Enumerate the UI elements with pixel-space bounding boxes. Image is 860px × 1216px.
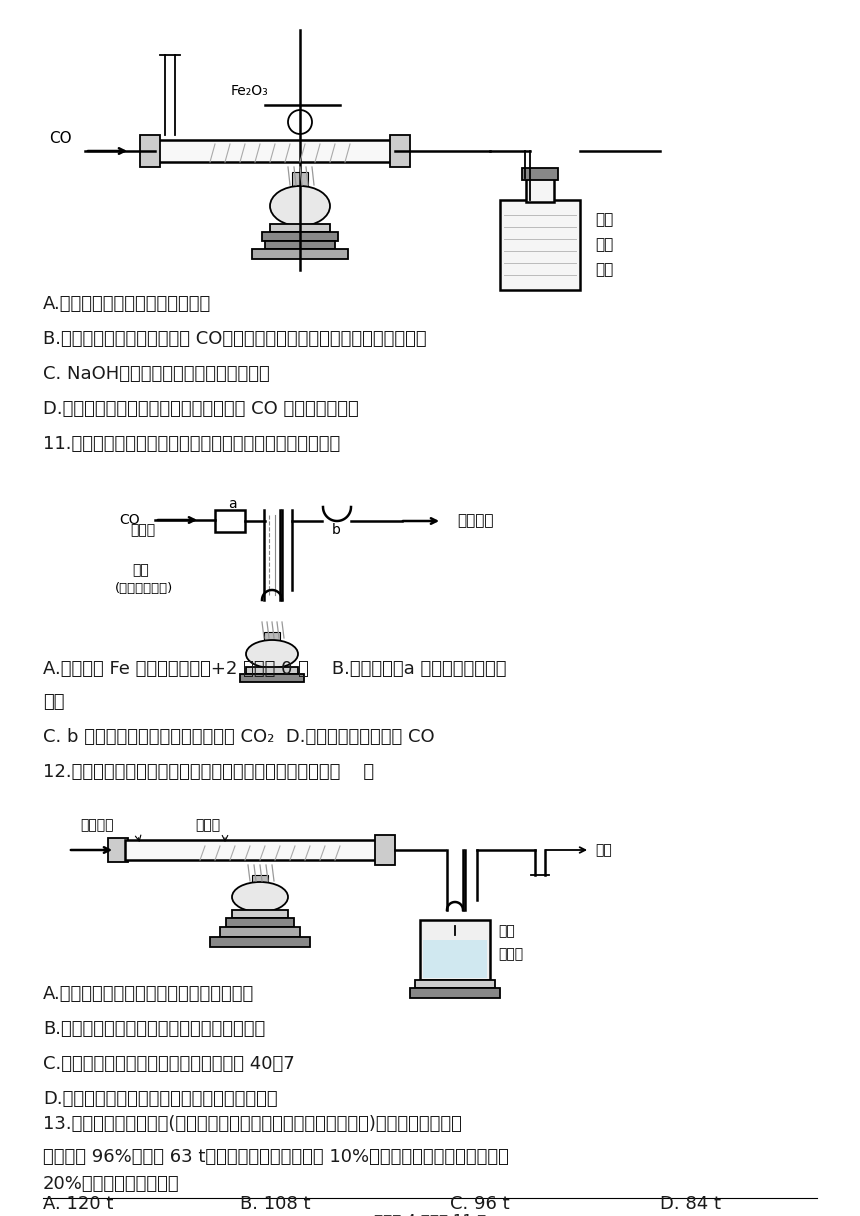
Text: (提高火焰温度): (提高火焰温度) [115,581,173,595]
Text: 澄清: 澄清 [498,924,515,938]
Text: A.开始时应先预热玻璃管，后通入一氧化碳: A.开始时应先预热玻璃管，后通入一氧化碳 [43,985,255,1003]
Bar [215,510,245,533]
Bar [390,135,410,167]
Text: 网罩: 网罩 [132,563,149,578]
Bar [420,921,490,980]
Text: 氧化铁: 氧化铁 [130,523,155,537]
Text: CO: CO [120,513,140,527]
Bar [410,987,500,998]
Text: B. 108 t: B. 108 t [240,1195,310,1214]
Text: CO: CO [49,131,71,146]
Bar [220,927,300,938]
Text: D. 84 t: D. 84 t [660,1195,721,1214]
Text: 11.利用如图所示实验装置模拟工业炼铁。下列说法正确的是: 11.利用如图所示实验装置模拟工业炼铁。下列说法正确的是 [43,435,341,454]
Text: 氧化铁: 氧化铁 [195,818,220,832]
Text: 尾气处理: 尾气处理 [457,513,494,529]
Ellipse shape [270,186,330,226]
Text: 化钠: 化钠 [595,237,613,253]
Bar [522,168,558,180]
Text: 20%的赤铁矿石的质量是: 20%的赤铁矿石的质量是 [43,1175,180,1193]
Text: 炼制含铁 96%的生铁 63 t，假设在炼制过程中据失 10%铁元素，则理论上需要含杂质: 炼制含铁 96%的生铁 63 t，假设在炼制过程中据失 10%铁元素，则理论上需… [43,1148,509,1166]
Bar [265,241,335,249]
Bar [108,838,128,862]
Bar [240,674,304,682]
Ellipse shape [232,882,288,912]
Text: D.反应结束后，应先停止加热，继续通入 CO 至固体冷却为止: D.反应结束后，应先停止加热，继续通入 CO 至固体冷却为止 [43,400,359,418]
Text: 红色: 红色 [43,693,64,711]
Bar [252,876,268,886]
Bar [210,938,310,947]
Text: 12.如图为一氧化碳还原氧化铁实验。下列说法中正确的是（    ）: 12.如图为一氧化碳还原氧化铁实验。下列说法中正确的是（ ） [43,762,374,781]
Bar [415,980,495,987]
Text: C. NaOH溶液的作用是检验反应后的产物: C. NaOH溶液的作用是检验反应后的产物 [43,365,270,383]
Bar [526,178,554,202]
Bar [270,224,330,232]
Text: Fe₂O₃: Fe₂O₃ [231,84,269,98]
Bar [375,835,395,865]
Text: C.参加反应的氧化铁和一氧化碳质量比为 40：7: C.参加反应的氧化铁和一氧化碳质量比为 40：7 [43,1055,295,1073]
Text: a: a [228,497,236,511]
Bar [264,632,280,644]
Bar [252,249,348,259]
Text: 尾气: 尾气 [595,843,611,857]
Bar [423,940,487,978]
Text: C. b 处可以用澄清石灰水检验生成的 CO₂  D.可用水吸收尾气中的 CO: C. b 处可以用澄清石灰水检验生成的 CO₂ D.可用水吸收尾气中的 CO [43,728,434,745]
Text: 试卷第 4 页，共 11 页: 试卷第 4 页，共 11 页 [374,1214,486,1216]
Text: 石灰水: 石灰水 [498,947,523,961]
Bar [262,232,338,241]
Bar [246,668,298,674]
Text: A.反应前后 Fe 元素的化合价由+2 价变为 0 价    B.充分加热，a 处固体由黑色变为: A.反应前后 Fe 元素的化合价由+2 价变为 0 价 B.充分加热，a 处固体… [43,660,507,679]
Text: 一氧化碳: 一氧化碳 [80,818,114,832]
Text: 氢氧: 氢氧 [595,213,613,227]
Text: b: b [332,523,341,537]
Bar [232,910,288,918]
Bar [292,171,308,186]
Text: 13.某工厂要用赤铁矿石(主要成分是氧化铁，假设杂质不含铁元素)来炼制生铁。若要: 13.某工厂要用赤铁矿石(主要成分是氧化铁，假设杂质不含铁元素)来炼制生铁。若要 [43,1115,462,1133]
Text: A. 120 t: A. 120 t [43,1195,114,1214]
Bar [155,140,395,162]
Ellipse shape [246,640,298,668]
Text: C. 96 t: C. 96 t [450,1195,510,1214]
Bar [140,135,160,167]
Text: B.加热前应先通入一段时间的 CO，目的是排尽装置内的空气，防止发生爆炸: B.加热前应先通入一段时间的 CO，目的是排尽装置内的空气，防止发生爆炸 [43,330,427,348]
Text: B.实验中玻璃管里粉末由黑色逐渐变成红棕色: B.实验中玻璃管里粉末由黑色逐渐变成红棕色 [43,1020,265,1038]
Bar [500,199,580,289]
Text: A.该实验还需要增加尾气处理装置: A.该实验还需要增加尾气处理装置 [43,295,212,313]
Text: D.将尾气点燃或收集，可防止一氧化碳污染空气: D.将尾气点燃或收集，可防止一氧化碳污染空气 [43,1090,278,1108]
Bar [226,918,294,927]
Bar [125,840,380,860]
Text: 溶液: 溶液 [595,263,613,277]
